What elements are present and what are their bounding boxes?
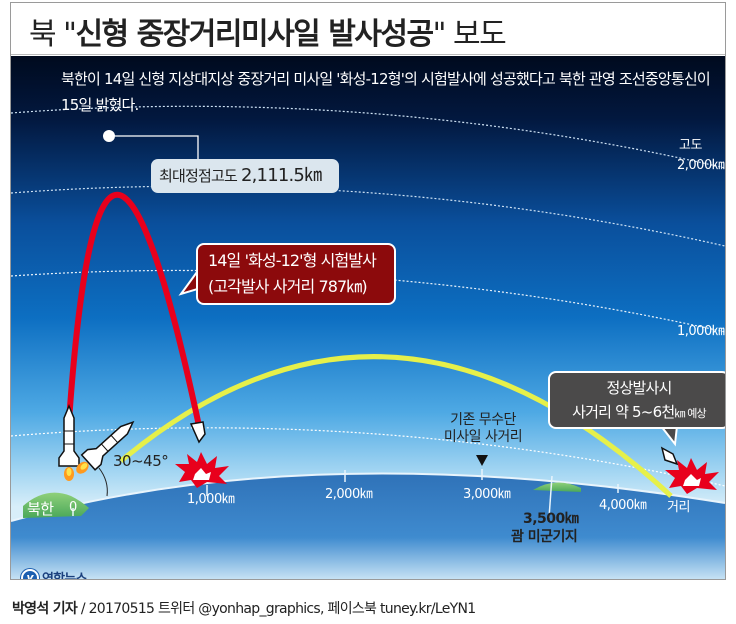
page-title: 북 "신형 중장거리미사일 발사성공" 보도	[29, 9, 507, 53]
infographic-frame: 북 "신형 중장거리미사일 발사성공" 보도	[10, 2, 726, 580]
musudan-range-label: 기존 무수단 미사일 사거리	[443, 412, 523, 446]
title-suffix: " 보도	[432, 17, 507, 52]
altitude-tick-1000: 1,000㎞	[677, 324, 725, 339]
trajectory-diagram: 북한이 14일 신형 지상대지상 중장거리 미사일 '화성-12형'의 시험발사…	[11, 56, 725, 580]
test-launch-callout: 14일 '화성-12'형 시험발사 (고각발사 사거리 787㎞)	[196, 243, 396, 305]
distance-axis-end-label: 거리	[667, 500, 690, 515]
launch-angle-label: 30~45°	[113, 452, 169, 470]
title-bar: 북 "신형 중장거리미사일 발사성공" 보도	[11, 3, 725, 55]
altitude-line-2000	[11, 105, 725, 169]
normal-launch-callout: 정상발사시 사거리 약 5~6천㎞ 예상	[548, 371, 725, 429]
distance-tick-4000: 4,000㎞	[599, 498, 647, 513]
lofted-trajectory	[66, 191, 202, 427]
normal-warhead-icon	[660, 446, 679, 466]
peak-altitude-label: 최대정점고도	[159, 167, 238, 185]
guam-hill	[533, 482, 581, 492]
peak-altitude-callout: 최대정점고도 2,111.5㎞	[151, 159, 339, 193]
vertical-rocket-icon	[58, 404, 80, 481]
test-launch-line2: (고각발사 사거리 787㎞)	[208, 277, 368, 296]
musudan-line2: 미사일 사거리	[443, 429, 523, 445]
test-launch-line1: 14일 '화성-12'형 시험발사	[208, 251, 377, 270]
guam-label: 괌 미군기지	[511, 529, 578, 545]
yonhap-logo-icon: y	[21, 568, 39, 579]
normal-launch-line2: 사거리 약 5~6천	[572, 403, 675, 421]
summary-text: 북한이 14일 신형 지상대지상 중장거리 미사일 '화성-12형'의 시험발사…	[61, 70, 711, 114]
peak-altitude-value: 2,111.5㎞	[240, 165, 322, 186]
credit-author: 박영석 기자	[12, 601, 78, 617]
credit-details: / 20170515 트위터 @yonhap_graphics, 페이스북 tu…	[77, 601, 476, 617]
distance-tick-1000: 1,000㎞	[187, 492, 235, 507]
credit-line: 박영석 기자 / 20170515 트위터 @yonhap_graphics, …	[12, 598, 476, 618]
normal-launch-unit: ㎞ 예상	[674, 407, 706, 420]
yonhap-logo-text: 연합뉴스	[42, 572, 87, 580]
guam-distance: 3,500㎞	[523, 511, 579, 527]
musudan-line1: 기존 무수단	[450, 412, 516, 428]
launch-angle-arc	[98, 467, 108, 497]
origin-value: 0	[69, 500, 77, 515]
lofted-warhead-icon	[189, 421, 206, 444]
distance-tick-3000: 3,000㎞	[463, 487, 511, 502]
ground	[11, 473, 725, 579]
yonhap-logo: y 연합뉴스	[21, 568, 87, 580]
title-bold: 신형 중장거리미사일 발사성공	[75, 17, 434, 52]
origin-label: 북한	[27, 500, 54, 518]
normal-launch-line1: 정상발사시	[606, 379, 672, 397]
musudan-range-marker-icon	[476, 455, 488, 466]
distance-tick-2000: 2,000㎞	[325, 487, 373, 502]
diagram-graphics	[11, 56, 725, 579]
angled-rocket-icon	[76, 420, 135, 474]
altitude-axis-label: 고도	[679, 138, 702, 153]
title-prefix: 북 "	[29, 17, 77, 52]
apogee-point	[103, 130, 115, 142]
altitude-tick-2000: 2,000㎞	[677, 158, 725, 173]
